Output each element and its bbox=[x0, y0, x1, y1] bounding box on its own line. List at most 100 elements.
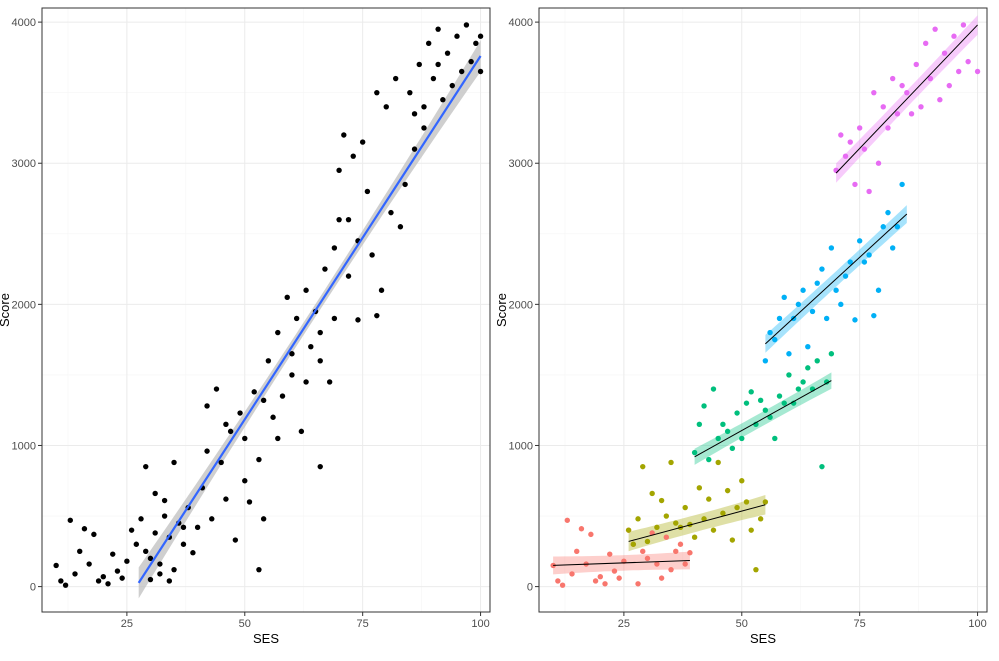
left-x-tick-label: 75 bbox=[357, 618, 369, 630]
right-data-point-group-2 bbox=[720, 421, 726, 428]
right-data-point-group-3 bbox=[838, 301, 844, 308]
left-data-point bbox=[402, 181, 408, 188]
right-data-point-group-4 bbox=[937, 97, 943, 103]
right-data-point-group-3 bbox=[823, 315, 830, 322]
left-x-tick-label: 50 bbox=[239, 618, 251, 630]
left-data-point bbox=[383, 104, 389, 110]
right-fit-line-group-3 bbox=[765, 213, 908, 345]
left-y-tick-label: 1000 bbox=[12, 440, 36, 452]
right-data-point-group-4 bbox=[875, 160, 882, 166]
right-data-point-group-4 bbox=[894, 111, 901, 117]
left-data-point bbox=[440, 97, 446, 103]
right-plot-background bbox=[539, 8, 987, 612]
right-data-point-group-1 bbox=[635, 516, 641, 522]
right-data-point-group-3 bbox=[805, 343, 811, 350]
right-data-point-group-0 bbox=[677, 541, 684, 547]
right-data-point-group-2 bbox=[715, 435, 721, 442]
right-data-point-group-0 bbox=[574, 548, 580, 555]
right-data-point-group-1 bbox=[701, 516, 707, 522]
left-data-point bbox=[275, 435, 281, 442]
right-data-point-group-1 bbox=[640, 463, 646, 470]
left-data-point bbox=[86, 561, 92, 567]
left-data-point bbox=[359, 139, 366, 145]
left-data-point bbox=[430, 75, 437, 82]
left-data-point bbox=[180, 541, 187, 547]
left-data-point bbox=[53, 562, 59, 569]
right-data-point-group-0 bbox=[592, 578, 599, 584]
right-data-point-group-2 bbox=[710, 386, 717, 392]
left-data-point bbox=[308, 343, 314, 350]
right-y-tick-label: 2000 bbox=[509, 299, 533, 311]
left-data-point bbox=[223, 496, 229, 502]
right-data-point-group-3 bbox=[786, 351, 792, 357]
right-data-point-group-1 bbox=[691, 534, 698, 540]
left-data-point bbox=[449, 82, 455, 89]
right-data-point-group-1 bbox=[682, 504, 688, 511]
left-data-point bbox=[336, 216, 342, 223]
right-data-point-group-4 bbox=[960, 22, 967, 28]
left-data-point bbox=[161, 497, 168, 504]
right-data-point-group-0 bbox=[668, 566, 674, 573]
left-data-point bbox=[374, 312, 380, 319]
right-data-point-group-0 bbox=[635, 581, 641, 587]
right-data-point-group-3 bbox=[776, 315, 783, 322]
left-data-point bbox=[260, 516, 267, 522]
left-panel-border bbox=[41, 7, 491, 613]
left-data-point bbox=[72, 571, 78, 577]
left-data-point bbox=[298, 428, 305, 435]
right-data-point-group-1 bbox=[739, 478, 745, 484]
right-gridlines bbox=[539, 8, 987, 612]
right-data-point-group-3 bbox=[852, 317, 858, 323]
left-data-point bbox=[303, 379, 309, 385]
right-x-axis-title: SES bbox=[750, 631, 776, 646]
right-data-point-group-3 bbox=[880, 224, 886, 230]
left-data-point bbox=[237, 410, 243, 416]
right-data-point-group-2 bbox=[814, 358, 820, 364]
left-data-point bbox=[256, 456, 262, 463]
right-data-point-group-0 bbox=[673, 548, 679, 555]
right-data-point-group-0 bbox=[578, 526, 585, 532]
left-data-point bbox=[270, 414, 276, 420]
right-data-point-group-2 bbox=[772, 435, 778, 442]
left-data-point bbox=[62, 582, 69, 588]
left-data-point bbox=[81, 526, 88, 532]
left-data-point bbox=[350, 153, 356, 159]
right-data-point-group-3 bbox=[894, 224, 901, 230]
left-data-point bbox=[119, 575, 125, 581]
left-data-point bbox=[58, 578, 64, 584]
right-data-point-group-3 bbox=[833, 287, 839, 293]
right-data-point-group-0 bbox=[607, 551, 613, 557]
left-data-point bbox=[77, 548, 83, 555]
right-data-point-group-0 bbox=[687, 550, 693, 556]
left-data-point bbox=[133, 541, 140, 547]
right-fit-line-group-4 bbox=[835, 24, 978, 174]
left-data-point bbox=[204, 403, 210, 409]
left-data-point bbox=[322, 266, 328, 272]
right-fit-line-group-0 bbox=[553, 559, 690, 566]
left-data-point bbox=[289, 372, 295, 378]
right-data-point-group-0 bbox=[640, 548, 646, 555]
left-data-point bbox=[421, 125, 427, 131]
left-data-point bbox=[477, 33, 484, 39]
right-data-point-group-3 bbox=[861, 259, 868, 265]
left-data-point bbox=[444, 50, 451, 56]
right-x-tick-label: 100 bbox=[968, 618, 986, 630]
right-data-point-group-1 bbox=[710, 527, 717, 533]
left-data-point bbox=[242, 435, 248, 442]
right-data-point-group-2 bbox=[800, 379, 806, 385]
left-data-point bbox=[369, 252, 375, 258]
right-data-point-group-0 bbox=[555, 578, 561, 584]
left-data-point bbox=[194, 524, 201, 531]
right-data-point-group-1 bbox=[696, 485, 703, 491]
left-y-tick-label: 3000 bbox=[12, 158, 36, 170]
right-data-point-group-4 bbox=[904, 89, 910, 96]
right-y-tick-label: 1000 bbox=[509, 440, 533, 452]
left-data-point bbox=[166, 578, 173, 584]
right-data-point-group-3 bbox=[800, 287, 806, 293]
left-data-point bbox=[397, 224, 404, 230]
right-data-point-group-2 bbox=[701, 403, 707, 409]
right-data-point-group-2 bbox=[696, 421, 703, 428]
left-data-point bbox=[425, 40, 432, 46]
left-data-point bbox=[317, 358, 323, 364]
